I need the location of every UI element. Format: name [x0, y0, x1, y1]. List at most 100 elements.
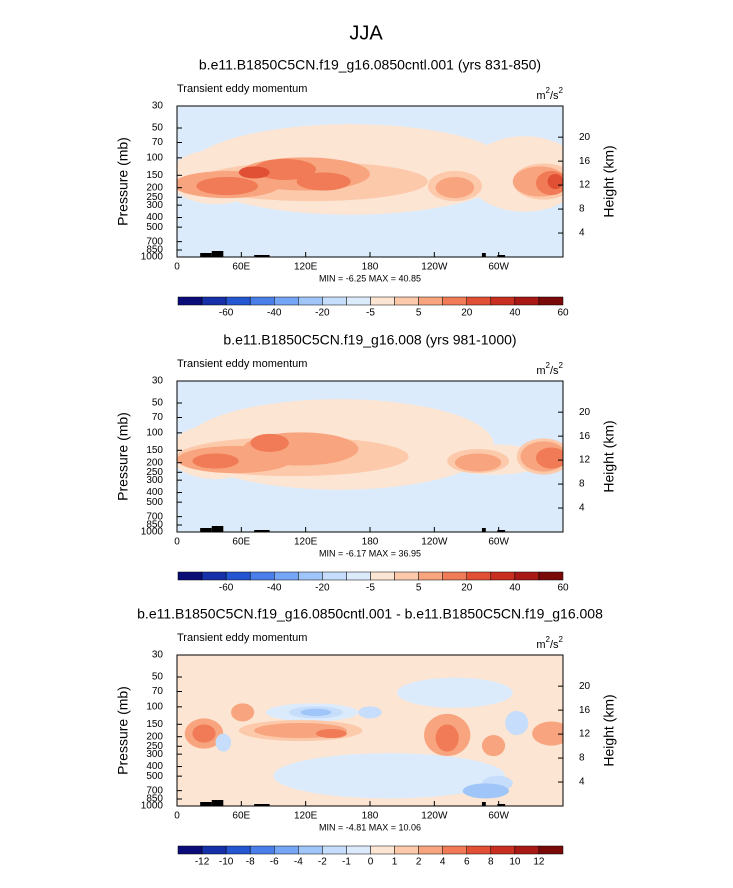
colorbar-label: -60 — [219, 308, 234, 319]
colorbar-box — [322, 296, 347, 306]
colorbar-box — [418, 571, 443, 581]
y-tick-label: 500 — [146, 497, 163, 508]
y-tick-label: 850 — [146, 245, 163, 256]
y2-axis-title: Height (km) — [601, 694, 617, 766]
contour-region — [435, 176, 475, 199]
colorbar-label: 12 — [533, 857, 545, 868]
y-tick-label: 300 — [146, 200, 163, 211]
y-tick-label: 150 — [146, 170, 163, 181]
colorbar-box — [249, 845, 275, 855]
colorbar-label: 6 — [464, 857, 470, 868]
y-tick-label: 100 — [146, 152, 163, 163]
y-tick-label: 100 — [146, 427, 163, 438]
colorbar-label: 1 — [392, 857, 398, 868]
units-part: 2 — [546, 635, 551, 644]
contour-region — [535, 447, 563, 469]
colorbar-box — [346, 571, 371, 581]
y-tick-label: 50 — [152, 398, 164, 409]
colorbar-label: -5 — [366, 308, 375, 319]
colorbar-box — [538, 571, 564, 581]
y-tick-label: 850 — [146, 520, 163, 531]
colorbar-box — [274, 571, 299, 581]
colorbar-box — [201, 296, 227, 306]
colorbar-box — [394, 571, 419, 581]
colorbar-label: -20 — [315, 308, 330, 319]
y2-tick-label: 16 — [579, 431, 591, 442]
contour-region — [250, 433, 289, 452]
y2-tick-label: 16 — [579, 156, 591, 167]
colorbar-box — [514, 571, 540, 581]
y-axis-title: Pressure (mb) — [115, 412, 131, 501]
x-tick-label: 60W — [488, 262, 509, 273]
colorbar-label: -40 — [267, 583, 282, 594]
y-tick-label: 200 — [146, 457, 163, 468]
x-tick-label: 120E — [294, 811, 318, 822]
colorbar-label: -5 — [366, 583, 375, 594]
colorbar-box — [298, 845, 323, 855]
contour-region — [481, 735, 506, 757]
colorbar-box — [466, 845, 492, 855]
units-part: /s — [550, 639, 559, 651]
colorbar-box — [225, 845, 251, 855]
colorbar-label: 5 — [416, 308, 422, 319]
y-tick-label: 150 — [146, 445, 163, 456]
y2-tick-label: 20 — [579, 132, 591, 143]
colorbar-box — [370, 845, 395, 855]
y-tick-label: 300 — [146, 475, 163, 486]
colorbar-label: -60 — [219, 583, 234, 594]
y-tick-label: 150 — [146, 719, 163, 730]
y2-tick-label: 8 — [579, 479, 585, 490]
colorbar-label: -6 — [270, 857, 279, 868]
x-tick-label: 120W — [421, 262, 448, 273]
x-tick-label: 180 — [362, 262, 379, 273]
contour-field — [177, 381, 563, 532]
panel-subtitle: Transient eddy momentum — [177, 83, 307, 95]
topography — [481, 528, 486, 532]
x-tick-label: 0 — [174, 537, 180, 548]
colorbar-box — [370, 571, 395, 581]
colorbar-box — [201, 845, 227, 855]
y-tick-label: 1000 — [141, 252, 164, 263]
colorbar-box — [298, 296, 323, 306]
colorbar-label: 2 — [416, 857, 422, 868]
topography — [497, 255, 506, 257]
x-tick-label: 180 — [362, 537, 379, 548]
topography — [200, 802, 212, 806]
y-tick-label: 250 — [146, 467, 163, 478]
colorbar-label: 5 — [416, 583, 422, 594]
colorbar-box — [490, 845, 516, 855]
colorbar-label: -1 — [342, 857, 351, 868]
x-tick-label: 120E — [294, 262, 318, 273]
y-tick-label: 70 — [152, 412, 164, 423]
contour-region — [215, 733, 232, 752]
topography — [211, 800, 224, 806]
colorbar-box — [442, 845, 467, 855]
topography — [200, 528, 212, 532]
units-part: /s — [550, 90, 559, 102]
colorbar-box — [249, 571, 275, 581]
topography — [200, 253, 212, 257]
x-tick-label: 120W — [421, 537, 448, 548]
colorbar-box — [514, 845, 540, 855]
topography — [254, 804, 270, 806]
field-stats: MIN = -6.25 MAX = 40.85 — [319, 273, 421, 283]
x-tick-label: 60E — [232, 262, 250, 273]
contour-region — [300, 708, 332, 717]
colorbar-box — [442, 296, 467, 306]
contour-region — [192, 724, 216, 743]
colorbar-box — [442, 571, 467, 581]
contour-region — [435, 724, 459, 752]
y-tick-label: 30 — [152, 101, 164, 112]
y-tick-label: 30 — [152, 376, 164, 387]
y-tick-label: 850 — [146, 794, 163, 805]
contour-region — [358, 706, 382, 719]
units-part: 2 — [546, 361, 551, 370]
y-tick-label: 400 — [146, 487, 163, 498]
colorbar-label: 60 — [557, 583, 569, 594]
panel-title: b.e11.B1850C5CN.f19_g16.008 (yrs 981-100… — [223, 332, 516, 348]
topography — [254, 255, 270, 257]
y2-tick-label: 12 — [579, 180, 591, 191]
colorbar-box — [466, 571, 492, 581]
x-tick-label: 60W — [488, 537, 509, 548]
colorbar-label: 20 — [461, 583, 473, 594]
